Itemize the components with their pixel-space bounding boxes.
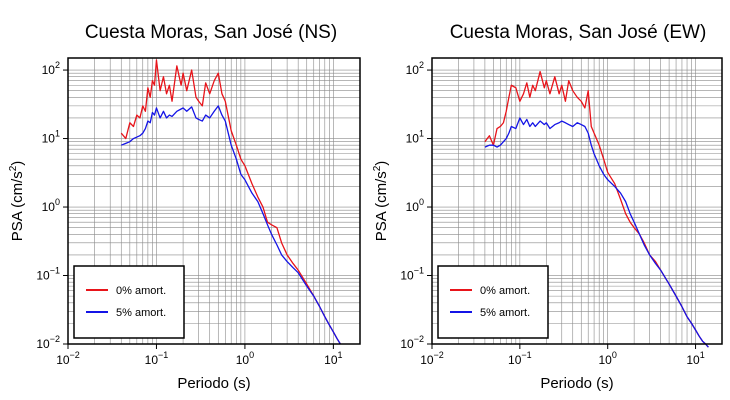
plot-frame [431,57,723,345]
legend-box [73,265,185,339]
legend: 0% amort. 5% amort. [73,265,185,339]
x-tick-label: 10−2 [56,350,80,367]
x-axis-label: Periodo (s) [540,375,613,392]
x-tick-label: 101 [686,350,704,367]
x-tick-label: 100 [236,350,254,367]
series-line-0 [120,59,341,345]
y-tick-label: 10−1 [36,266,60,283]
y-tick-label: 101 [406,129,424,146]
y-axis-label: PSA (cm/s2) [8,161,26,242]
series-line-1 [484,117,709,348]
chart-panel-1: 10−2 10−1 100 101 10−2 10−1 100 101 102 Cuesta Mo… [372,22,723,392]
x-tick-label: 10−1 [145,350,169,367]
chart-panel-0: 10−2 10−1 100 101 10−2 10−1 100 101 102 Cuesta Mo… [8,22,361,392]
legend-label-1: 5% amort. [116,307,166,319]
chart-title: Cuesta Moras, San José (EW) [450,22,707,43]
legend-label-0: 0% amort. [116,285,166,297]
x-tick-label: 101 [324,350,342,367]
grid [431,58,723,345]
chart-title: Cuesta Moras, San José (NS) [85,22,337,43]
y-tick-label: 101 [42,129,60,146]
y-tick-label: 10−2 [36,334,60,351]
y-tick-label: 102 [406,60,424,77]
legend-label-1: 5% amort. [480,307,530,319]
y-axis-label: PSA (cm/s2) [372,161,390,242]
x-axis-label: Periodo (s) [177,375,250,392]
series-line-1 [121,105,341,345]
legend-label-0: 0% amort. [480,285,530,297]
y-tick-label: 102 [42,60,60,77]
y-tick-label: 100 [406,197,424,214]
x-tick-label: 10−2 [420,350,444,367]
x-tick-label: 100 [599,350,617,367]
grid [67,58,361,345]
y-tick-label: 10−2 [400,334,424,351]
legend-box [437,265,549,339]
plot-frame [67,57,361,345]
y-tick-label: 10−1 [400,266,424,283]
y-tick-label: 100 [42,197,60,214]
x-tick-label: 10−1 [508,350,532,367]
legend: 0% amort. 5% amort. [437,265,549,339]
